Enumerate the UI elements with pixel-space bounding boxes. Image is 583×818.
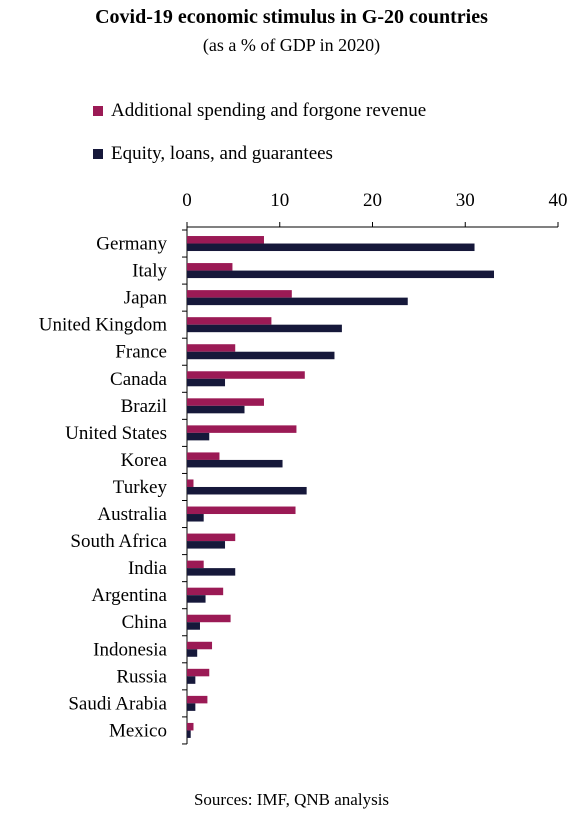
category-label: Russia [116, 666, 167, 687]
legend-swatch-spending [93, 106, 103, 116]
category-label: Saudi Arabia [68, 693, 167, 714]
category-label: France [115, 342, 167, 363]
bar-spending [187, 614, 231, 623]
legend-swatch-equity [93, 149, 103, 159]
bar-spending [187, 587, 224, 596]
bar-spending [187, 236, 264, 244]
category-label: South Africa [70, 531, 167, 552]
bar-equity [187, 595, 206, 603]
x-tick-label: 0 [182, 190, 192, 211]
bar-equity [187, 730, 191, 738]
category-label: Indonesia [93, 639, 167, 660]
bar-spending [187, 479, 194, 487]
bar-spending [187, 722, 194, 731]
legend-label-equity: Equity, loans, and guarantees [111, 143, 333, 164]
category-label: Italy [132, 261, 167, 282]
x-tick-label: 30 [456, 190, 475, 211]
category-label: United States [65, 423, 167, 444]
bar-spending [187, 533, 236, 542]
category-label: Brazil [121, 396, 167, 417]
bar-equity [187, 378, 226, 387]
category-label: Japan [124, 288, 168, 309]
bar-spending [187, 317, 272, 325]
bar-spending [187, 344, 236, 352]
x-tick-label: 10 [270, 190, 289, 211]
bar-spending [187, 506, 296, 515]
category-label: Argentina [91, 585, 167, 606]
category-label: China [122, 612, 168, 633]
bar-spending [187, 452, 220, 460]
category-label: United Kingdom [39, 315, 167, 336]
category-label: Canada [110, 369, 168, 390]
bar-equity [187, 622, 200, 630]
category-label: Australia [97, 504, 167, 525]
bar-spending [187, 641, 213, 650]
bar-equity [187, 324, 342, 333]
x-tick-label: 20 [363, 190, 382, 211]
bar-equity [187, 486, 307, 495]
bar-equity [187, 514, 204, 522]
bar-spending [187, 560, 204, 569]
bar-spending [187, 263, 233, 271]
bar-spending [187, 398, 264, 406]
chart-subtitle: (as a % of GDP in 2020) [202, 35, 381, 55]
bar-equity [187, 432, 210, 441]
chart-title: Covid-19 economic stimulus in G-20 count… [95, 6, 488, 28]
legend-item-equity: Equity, loans, and guarantees [93, 143, 333, 165]
category-label: Korea [121, 450, 168, 471]
category-label: Germany [96, 234, 167, 255]
bar-equity [187, 351, 335, 360]
legend-item-spending: Additional spending and forgone revenue [93, 100, 426, 122]
bar-equity [187, 568, 236, 576]
bar-equity [187, 297, 408, 306]
bar-spending [187, 425, 297, 433]
x-tick-label: 40 [549, 190, 568, 211]
bar-equity [187, 541, 226, 549]
bar-equity [187, 459, 283, 468]
bar-spending [187, 290, 292, 298]
source-note: Sources: IMF, QNB analysis [193, 790, 390, 809]
category-label: Mexico [109, 720, 167, 741]
bar-equity [187, 270, 495, 279]
bar-spending [187, 371, 305, 379]
bar-equity [187, 405, 245, 414]
bar-equity [187, 649, 198, 657]
category-label: Turkey [113, 477, 168, 498]
category-label: India [128, 558, 168, 579]
bar-equity [187, 676, 196, 684]
bar-equity [187, 243, 475, 252]
bar-spending [187, 668, 210, 677]
bar-equity [187, 703, 196, 711]
legend-label-spending: Additional spending and forgone revenue [111, 100, 427, 121]
bar-spending [187, 695, 208, 704]
